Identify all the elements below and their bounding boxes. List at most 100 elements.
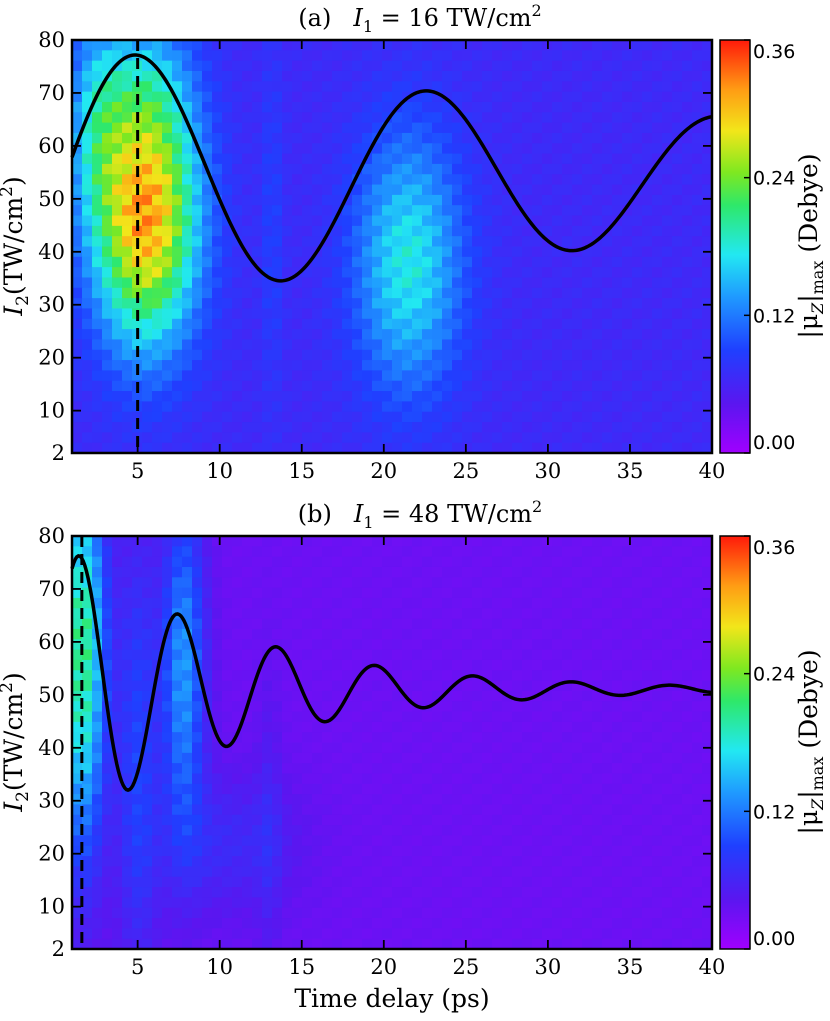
heatmap-cell [612,536,623,547]
heatmap-cell [112,308,123,320]
heatmap-cell [282,267,293,279]
heatmap-cell [502,783,513,795]
heatmap-cell [432,597,443,609]
heatmap-cell [212,432,223,444]
heatmap-cell [92,907,103,919]
heatmap-cell [122,360,133,371]
heatmap-cell [222,308,233,320]
heatmap-cell [582,442,593,454]
heatmap-cell [572,360,583,371]
heatmap-cell [212,814,223,826]
heatmap-cell [572,370,583,382]
heatmap-cell [632,163,643,175]
heatmap-cell [412,422,423,433]
heatmap-cell [362,267,373,279]
heatmap-cell [202,814,213,826]
heatmap-cell [662,639,673,651]
heatmap-cell [532,732,543,744]
heatmap-cell [352,742,363,754]
heatmap-cell [522,267,533,279]
heatmap-cell [482,174,493,186]
heatmap-cell [562,597,573,609]
heatmap-cell [482,246,493,258]
heatmap-cell [252,60,263,72]
heatmap-cell [482,277,493,289]
heatmap-cell [362,546,373,558]
heatmap-cell [192,608,203,620]
heatmap-cell [332,112,343,124]
heatmap-cell [132,752,143,764]
heatmap-cell [662,783,673,795]
heatmap-cell [122,649,133,661]
heatmap-cell [202,897,213,909]
heatmap-cell [362,701,373,713]
heatmap-cell [152,536,163,547]
heatmap-cell [602,70,613,82]
heatmap-cell [522,360,533,371]
heatmap-cell [572,536,583,547]
heatmap-cell [452,556,463,568]
heatmap-cell [452,401,463,413]
heatmap-cell [222,876,233,888]
heatmap-cell [142,783,153,795]
heatmap-cell [672,773,683,785]
heatmap-cell [642,536,653,547]
heatmap-cell [82,318,93,330]
heatmap-cell [262,618,273,630]
heatmap-cell [462,256,473,268]
heatmap-cell [422,122,433,134]
heatmap-cell [342,81,353,93]
heatmap-cell [582,856,593,867]
heatmap-cell [102,215,113,227]
heatmap-cell [322,566,333,578]
heatmap-cell [102,649,113,661]
heatmap-cell [282,835,293,847]
heatmap-cell [442,876,453,888]
panel-b-heatmap [72,536,713,950]
heatmap-cell [82,690,93,702]
heatmap-cell [382,783,393,795]
heatmap-cell [192,432,203,444]
heatmap-cell [252,690,263,702]
heatmap-cell [212,308,223,320]
heatmap-cell [72,546,83,558]
heatmap-cell [352,246,363,258]
heatmap-cell [402,442,413,454]
heatmap-cell [462,287,473,299]
heatmap-cell [282,380,293,392]
heatmap-cell [342,380,353,392]
heatmap-cell [612,329,623,341]
heatmap-cell [532,184,543,196]
heatmap-cell [682,411,693,423]
heatmap-cell [252,287,263,299]
heatmap-cell [652,845,663,857]
heatmap-cell [482,143,493,155]
heatmap-cell [332,442,343,454]
heatmap-cell [302,763,313,775]
heatmap-cell [352,876,363,888]
heatmap-cell [262,318,273,330]
heatmap-cell [192,794,203,806]
heatmap-cell [242,876,253,888]
heatmap-cell [472,277,483,289]
heatmap-cell [122,845,133,857]
heatmap-cell [332,732,343,744]
heatmap-cell [442,81,453,93]
heatmap-cell [692,81,703,93]
heatmap-cell [182,649,193,661]
heatmap-cell [452,659,463,671]
heatmap-cell [692,597,703,609]
heatmap-cell [122,897,133,909]
heatmap-cell [372,742,383,754]
heatmap-cell [372,804,383,816]
heatmap-cell [72,752,83,764]
heatmap-cell [552,639,563,651]
heatmap-cell [252,577,263,589]
heatmap-cell [642,763,653,775]
heatmap-cell [422,546,433,558]
heatmap-cell [672,546,683,558]
heatmap-cell [412,101,423,113]
heatmap-cell [112,597,123,609]
heatmap-cell [642,711,653,723]
heatmap-cell [152,887,163,898]
